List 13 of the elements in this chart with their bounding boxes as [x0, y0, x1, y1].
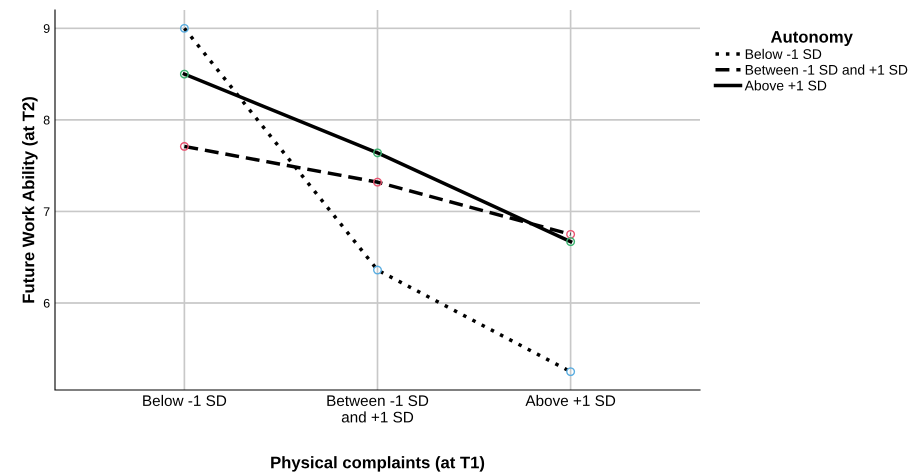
- x-axis-title: Physical complaints (at T1): [271, 456, 484, 472]
- y-tick-label: 6: [44, 298, 50, 308]
- x-tick-label: Below -1 SD: [143, 394, 226, 406]
- y-axis-title: Future Work Ability (at T2): [22, 97, 38, 303]
- x-tick-label: Between -1 SD and +1 SD: [327, 395, 428, 423]
- legend-title: Autonomy: [770, 31, 853, 46]
- y-tick-label: 8: [44, 116, 50, 125]
- legend-label: Above +1 SD: [744, 80, 826, 90]
- y-tick-label: 7: [44, 207, 50, 216]
- y-tick-label: 9: [44, 24, 50, 33]
- x-tick-label: Above +1 SD: [525, 394, 616, 406]
- legend-label: Below -1 SD: [746, 48, 822, 60]
- legend-label: Between -1 SD and +1 SD: [746, 64, 908, 75]
